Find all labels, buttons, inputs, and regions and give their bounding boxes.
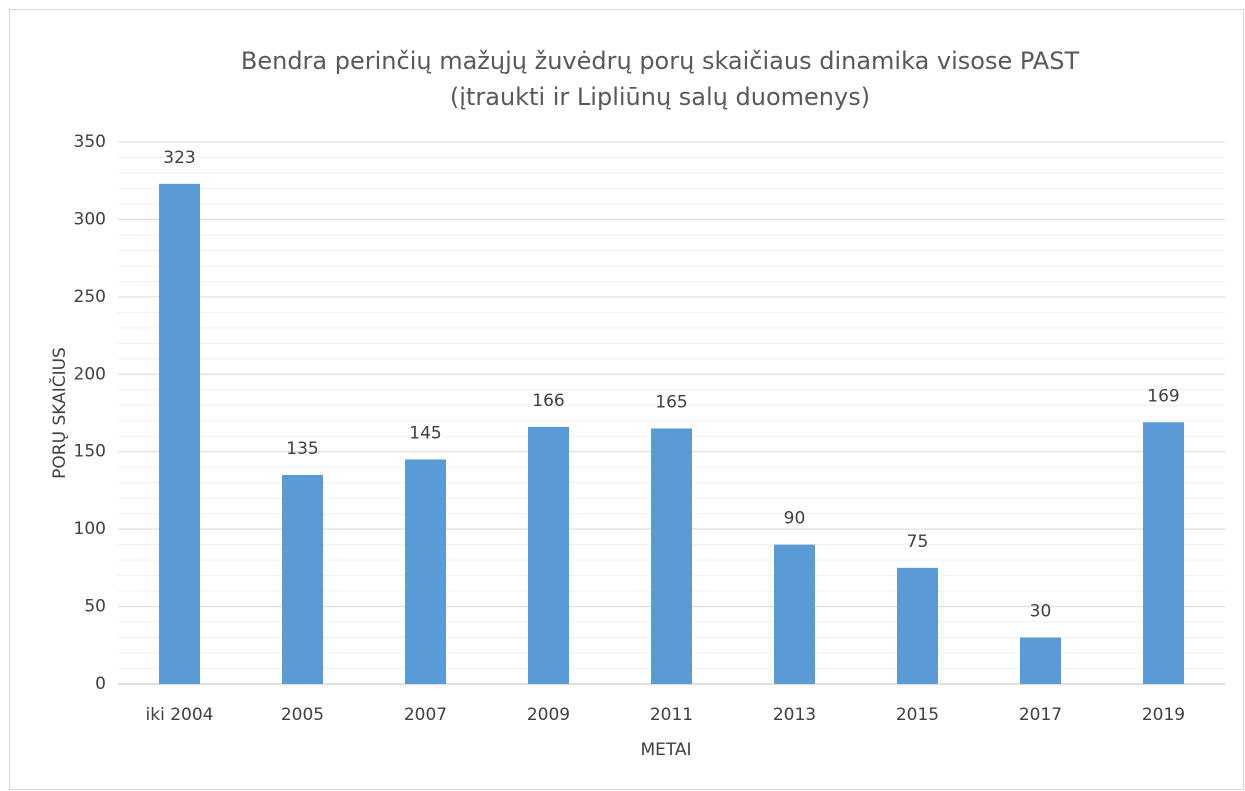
bar	[1020, 637, 1061, 684]
y-tick-label: 0	[95, 674, 106, 694]
data-label: 90	[784, 509, 806, 529]
data-label: 135	[286, 439, 318, 459]
data-label: 165	[655, 392, 687, 412]
bar	[528, 426, 569, 684]
y-tick-label: 250	[74, 287, 106, 307]
x-tick-label: 2013	[773, 705, 816, 725]
x-tick-label: 2007	[404, 705, 447, 725]
data-label: 75	[907, 532, 929, 552]
bar	[159, 183, 200, 684]
bar	[651, 428, 692, 684]
x-tick-label: 2017	[1019, 705, 1062, 725]
data-label: 323	[163, 148, 195, 168]
x-tick-label: 2009	[527, 705, 570, 725]
y-tick-label: 300	[74, 209, 106, 229]
x-tick-label: 2019	[1142, 705, 1185, 725]
x-axis-label: METAI	[640, 740, 691, 760]
bar	[282, 474, 323, 684]
y-tick-label: 50	[84, 597, 106, 617]
data-label: 30	[1030, 602, 1052, 622]
x-tick-label: 2005	[281, 705, 324, 725]
chart-title: Bendra perinčių mažųjų žuvėdrų porų skai…	[241, 47, 1080, 75]
y-tick-label: 150	[74, 442, 106, 462]
bar	[1143, 422, 1184, 684]
bar	[774, 544, 815, 684]
x-tick-label: 2015	[896, 705, 939, 725]
x-tick-label: 2011	[650, 705, 693, 725]
data-label: 169	[1147, 386, 1179, 406]
y-tick-label: 200	[74, 364, 106, 384]
chart-title: (įtraukti ir Lipliūnų salų duomenys)	[450, 83, 870, 111]
bar	[897, 567, 938, 684]
y-axis-label: PORŲ SKAIČIUS	[48, 347, 70, 479]
y-tick-label: 350	[74, 132, 106, 152]
x-tick-label: iki 2004	[146, 705, 214, 725]
data-label: 166	[532, 391, 564, 411]
y-tick-label: 100	[74, 519, 106, 539]
bar	[405, 459, 446, 684]
data-label: 145	[409, 423, 441, 443]
